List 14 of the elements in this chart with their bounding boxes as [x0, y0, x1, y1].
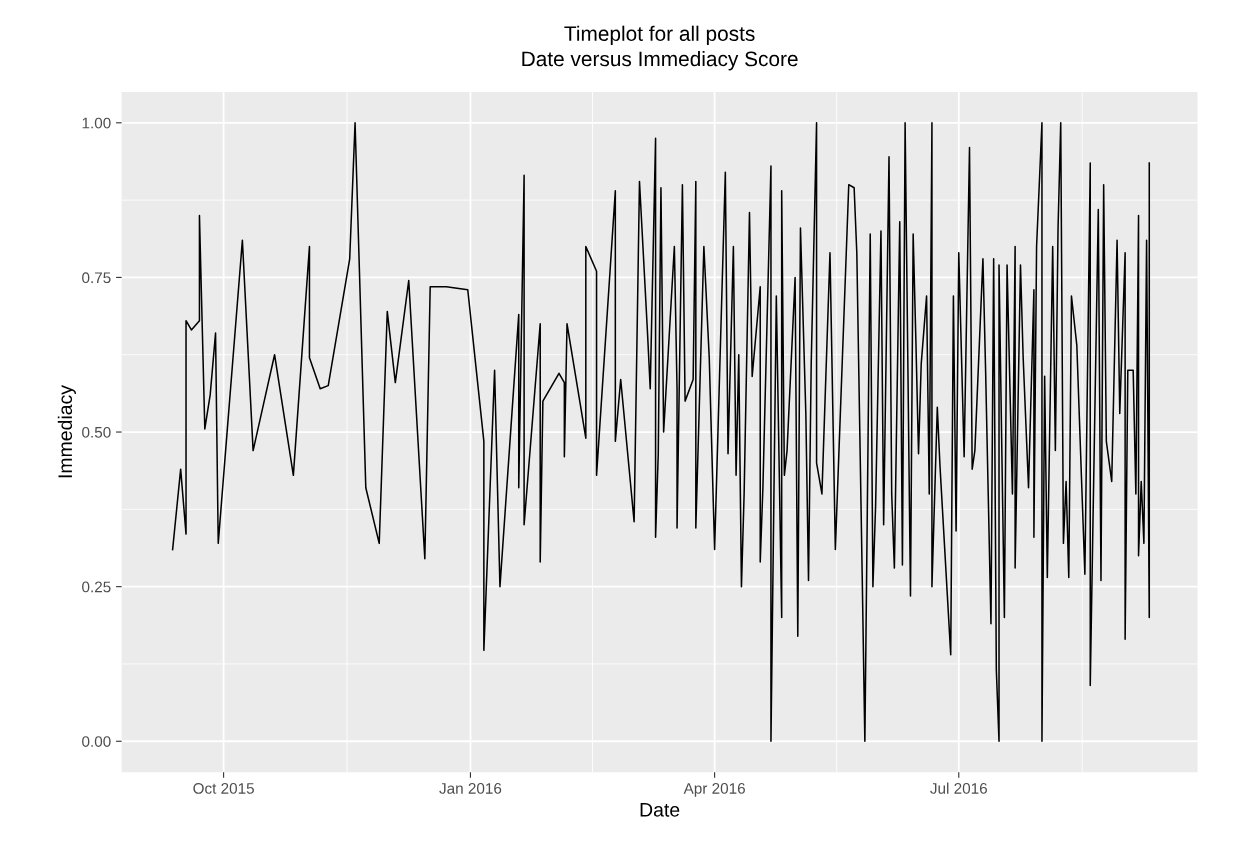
y-tick-label: 1.00: [82, 117, 111, 129]
x-tick-label: Apr 2016: [683, 783, 745, 797]
x-tick-label: Jul 2016: [930, 782, 987, 794]
y-axis-title: Immediacy: [57, 385, 76, 478]
x-tick-label: Jan 2016: [439, 783, 502, 794]
x-tick-label: Oct 2015: [193, 783, 254, 794]
x-axis-title: Date: [640, 803, 680, 817]
y-tick-label: 0.25: [82, 581, 111, 593]
y-tick-label: 0.75: [82, 272, 111, 284]
line-series: [171, 122, 1151, 743]
chart-subtitle: Date versus Immediacy Score: [522, 50, 798, 71]
y-tick-label: 0.50: [82, 426, 111, 438]
chart-title: Timeplot for all posts: [564, 25, 755, 46]
y-tick-label: 0.00: [82, 736, 111, 747]
